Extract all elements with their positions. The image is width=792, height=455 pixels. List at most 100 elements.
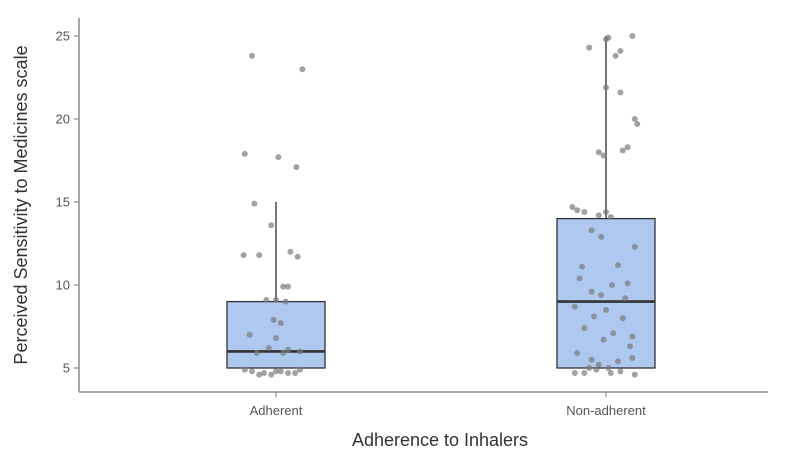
data-point — [595, 212, 602, 219]
data-point — [607, 213, 614, 220]
x-tick-label: Adherent — [250, 403, 303, 418]
data-point — [603, 84, 609, 91]
data-point — [249, 52, 255, 59]
box-non-adherent — [556, 36, 656, 369]
data-point — [605, 34, 612, 41]
data-point — [600, 152, 607, 159]
data-point — [634, 120, 641, 127]
data-point — [292, 369, 299, 376]
data-point — [588, 356, 595, 363]
data-point — [581, 208, 588, 215]
data-point — [249, 368, 255, 375]
data-point — [629, 33, 636, 39]
data-point — [619, 147, 626, 154]
data-point — [615, 262, 621, 269]
data-point — [610, 330, 617, 337]
iqr-box — [556, 217, 656, 369]
y-axis-title: Perceived Sensitivity to Medicines scale — [11, 45, 31, 364]
data-point — [629, 333, 636, 340]
data-point — [586, 365, 593, 371]
data-point — [593, 366, 600, 373]
x-axis-ticks: Adherent Non-adherent — [250, 392, 646, 418]
data-point — [624, 144, 631, 151]
data-point — [627, 343, 633, 350]
data-point — [586, 44, 593, 51]
data-point — [241, 366, 248, 373]
data-point — [275, 154, 282, 161]
data-point — [285, 346, 291, 353]
data-point — [600, 336, 607, 343]
data-point — [607, 369, 614, 376]
data-point — [603, 208, 609, 215]
data-point — [265, 345, 272, 352]
data-point — [297, 348, 303, 355]
box-adherent — [226, 202, 326, 369]
data-point — [617, 47, 624, 54]
data-point — [574, 207, 581, 214]
data-point — [263, 296, 270, 303]
data-point — [598, 233, 605, 240]
data-point — [280, 283, 287, 290]
points-non-adherent — [569, 33, 641, 378]
plot-area — [226, 33, 656, 378]
y-tick-label: 15 — [56, 195, 70, 210]
data-point — [282, 298, 289, 305]
data-point — [571, 369, 578, 376]
data-point — [615, 358, 621, 365]
x-tick-label: Non-adherent — [566, 403, 646, 418]
y-tick-label: 20 — [56, 112, 70, 127]
data-point — [294, 253, 301, 260]
data-point — [297, 366, 303, 373]
data-point — [261, 369, 267, 376]
points-adherent — [240, 52, 306, 378]
data-point — [598, 291, 605, 298]
data-point — [256, 371, 263, 378]
data-point — [569, 203, 576, 210]
data-point — [629, 355, 636, 362]
data-point — [277, 320, 284, 327]
data-point — [581, 369, 588, 376]
data-point — [609, 282, 615, 288]
data-point — [285, 283, 291, 290]
data-point — [268, 371, 275, 378]
data-point — [287, 248, 294, 255]
data-point — [241, 150, 248, 157]
data-point — [574, 350, 581, 357]
data-point — [285, 369, 291, 376]
data-point — [619, 315, 626, 322]
y-tick-label: 25 — [56, 29, 70, 44]
data-point — [273, 368, 279, 375]
data-point — [246, 331, 253, 338]
data-point — [605, 365, 612, 371]
data-point — [595, 149, 602, 156]
data-point — [595, 361, 602, 368]
data-point — [280, 350, 287, 357]
data-point — [273, 335, 279, 342]
data-point — [576, 275, 583, 282]
x-axis-title: Adherence to Inhalers — [352, 430, 528, 450]
iqr-box — [226, 300, 326, 369]
data-point — [579, 263, 585, 270]
y-tick-label: 10 — [56, 278, 70, 293]
data-point — [624, 280, 631, 287]
data-point — [299, 66, 306, 73]
data-point — [581, 325, 588, 332]
data-point — [631, 371, 638, 378]
data-point — [273, 296, 279, 303]
data-point — [253, 350, 260, 357]
data-point — [617, 89, 624, 96]
data-point — [251, 200, 258, 207]
y-tick-label: 5 — [63, 361, 70, 376]
data-point — [631, 243, 638, 250]
data-point — [256, 252, 263, 259]
data-point — [588, 227, 595, 234]
data-point — [588, 288, 595, 295]
data-point — [622, 295, 629, 302]
data-point — [617, 368, 624, 375]
y-axis-ticks: 5 10 15 20 25 — [56, 29, 79, 376]
data-point — [270, 316, 277, 323]
data-point — [591, 313, 597, 320]
data-point — [603, 306, 609, 313]
data-point — [612, 52, 619, 59]
